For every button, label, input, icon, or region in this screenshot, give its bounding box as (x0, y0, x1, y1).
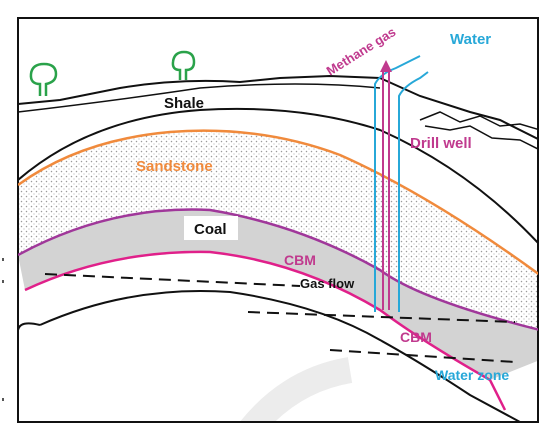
shale-bottom-line (18, 107, 538, 245)
label-shale: Shale (164, 95, 204, 112)
label-cbm-lower: CBM (400, 329, 432, 345)
label-coal: Coal (194, 221, 227, 238)
label-drill-well: Drill well (410, 135, 472, 152)
label-sandstone: Sandstone (136, 158, 213, 175)
tree-icon-2 (171, 50, 196, 80)
gas-flow-line-2 (247, 311, 516, 323)
sandstone-top-line (18, 129, 538, 276)
edge-mark-2 (2, 280, 4, 283)
diagram-frame (17, 17, 539, 423)
methane-arrow-icon (380, 60, 392, 72)
label-water: Water (450, 31, 491, 48)
label-gas-flow: Gas flow (300, 276, 355, 291)
coal-label-box (184, 216, 238, 240)
background-arc (239, 357, 353, 422)
lower-strata-line-2 (18, 322, 41, 331)
gas-flow-line-3 (329, 349, 516, 363)
ground-surface (18, 74, 538, 141)
tree-icon (29, 62, 58, 96)
sandstone-layer (18, 130, 538, 330)
coal-layer (18, 209, 538, 380)
label-cbm-upper: CBM (284, 252, 316, 268)
drill-well (374, 55, 429, 312)
rock-outcrop (419, 111, 538, 150)
label-water-zone: Water zone (435, 367, 509, 383)
ground-surface-2 (18, 83, 381, 113)
coal-top-line (18, 208, 538, 331)
coal-bottom-line (24, 250, 507, 411)
gas-flow-line-1 (44, 273, 301, 287)
edge-mark-3 (2, 398, 4, 401)
lower-strata-line-1 (39, 289, 521, 422)
edge-mark (2, 258, 4, 261)
